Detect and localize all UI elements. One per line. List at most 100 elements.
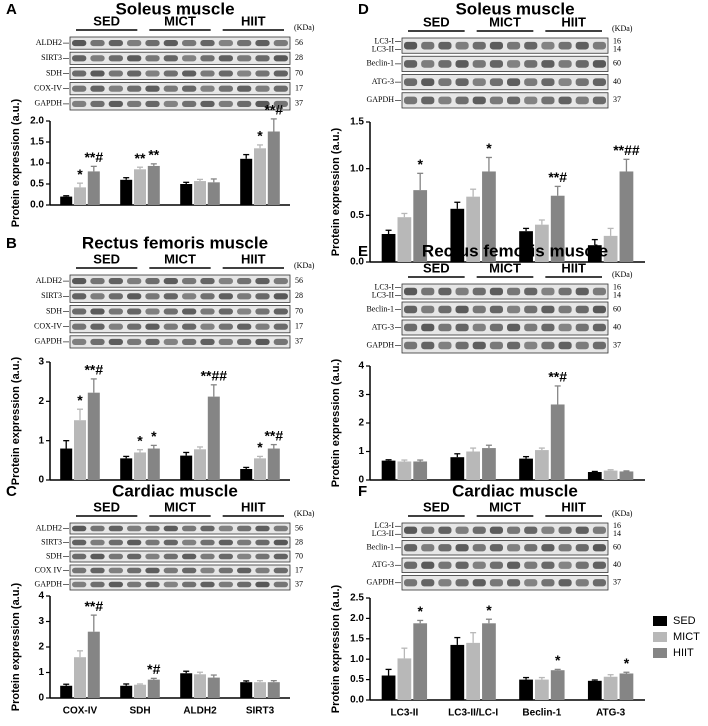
blot-band bbox=[489, 561, 503, 569]
bar bbox=[254, 148, 266, 205]
blot-band bbox=[237, 525, 252, 532]
blot-band bbox=[90, 567, 105, 574]
blot-strip bbox=[401, 283, 609, 300]
bar bbox=[381, 675, 396, 700]
significance-label: **# bbox=[264, 427, 283, 443]
blot-band bbox=[575, 60, 589, 68]
kda-label: 56 bbox=[295, 523, 303, 532]
blot-band bbox=[145, 40, 160, 47]
group-label: HIIT bbox=[561, 499, 586, 514]
blot-band bbox=[404, 96, 418, 105]
bar bbox=[207, 182, 220, 205]
blot-band bbox=[575, 287, 589, 296]
blot-band bbox=[541, 41, 555, 50]
blot-strip bbox=[401, 540, 609, 556]
blot-band bbox=[72, 70, 87, 77]
blot-band bbox=[145, 308, 160, 315]
group-label: SED bbox=[423, 499, 450, 514]
blot-band bbox=[182, 100, 197, 107]
blot-band bbox=[472, 60, 486, 68]
blot-band bbox=[200, 581, 215, 588]
group-label: SED bbox=[423, 260, 450, 275]
blot-band bbox=[273, 308, 288, 315]
blot-strip bbox=[69, 289, 291, 303]
blot-band bbox=[145, 55, 160, 62]
blot-band bbox=[592, 78, 606, 86]
x-tick-label: SDH bbox=[129, 706, 150, 717]
blot-band bbox=[200, 567, 215, 574]
blot-band bbox=[438, 305, 452, 314]
blot-label: LC3-I bbox=[374, 521, 394, 530]
blot-band bbox=[72, 55, 87, 62]
significance-label: **## bbox=[613, 142, 640, 158]
blot-band bbox=[592, 544, 606, 552]
kda-label: 60 bbox=[613, 304, 621, 313]
blot-band bbox=[127, 553, 142, 560]
blot-band bbox=[524, 305, 538, 314]
blot-band bbox=[200, 70, 215, 77]
blot-band bbox=[575, 526, 589, 534]
y-tick-label: 1.5 bbox=[350, 117, 364, 128]
blot-band bbox=[145, 293, 160, 300]
blot-strip bbox=[69, 335, 291, 349]
x-tick-label: ALDH2 bbox=[183, 706, 217, 717]
blot-band bbox=[108, 338, 123, 345]
group-label: MICT bbox=[489, 14, 521, 29]
blot-band bbox=[200, 55, 215, 62]
blot-band bbox=[255, 567, 270, 574]
blot-band bbox=[218, 293, 233, 300]
bar bbox=[603, 470, 618, 480]
blot-band bbox=[489, 579, 503, 587]
blot-band bbox=[455, 579, 469, 587]
blot-label: LC3-II bbox=[372, 44, 395, 53]
blot-band bbox=[421, 287, 435, 296]
blot-strip bbox=[69, 536, 291, 549]
blot-band bbox=[592, 323, 606, 332]
significance-label: * bbox=[417, 156, 423, 172]
blot-band bbox=[558, 96, 572, 105]
blot-band bbox=[455, 544, 469, 552]
group-label: HIIT bbox=[241, 499, 266, 514]
y-tick-label: 0.5 bbox=[350, 210, 364, 221]
panel-letter: D bbox=[358, 1, 369, 18]
group-label: SED bbox=[93, 251, 120, 266]
blot-band bbox=[507, 526, 521, 534]
y-tick-label: 3 bbox=[38, 616, 44, 627]
blot-band bbox=[592, 287, 606, 296]
significance-label: **# bbox=[84, 149, 103, 165]
blot-band bbox=[237, 338, 252, 345]
blot-strip bbox=[401, 37, 609, 54]
blot-band bbox=[163, 323, 178, 330]
y-tick-label: 0.5 bbox=[30, 179, 44, 190]
blot-label: LC3-I bbox=[374, 282, 394, 291]
bar bbox=[120, 685, 133, 698]
bar bbox=[74, 657, 86, 698]
blot-label: GAPDH bbox=[366, 95, 394, 104]
blot-band bbox=[421, 78, 435, 86]
blot-band bbox=[127, 278, 142, 285]
blot-band bbox=[108, 539, 123, 546]
blot-band bbox=[255, 338, 270, 345]
bar bbox=[619, 171, 634, 262]
kda-label: 16 bbox=[613, 36, 621, 45]
blot-band bbox=[541, 78, 555, 86]
blot-band bbox=[455, 526, 469, 534]
blot-band bbox=[472, 41, 486, 50]
blot-band bbox=[507, 287, 521, 296]
blot-band bbox=[108, 85, 123, 92]
blot-band bbox=[438, 579, 452, 587]
significance-label: **# bbox=[548, 169, 567, 185]
bar bbox=[87, 171, 100, 205]
blot-band bbox=[90, 55, 105, 62]
blot-band bbox=[72, 581, 87, 588]
bar bbox=[550, 670, 565, 700]
significance-label: * bbox=[486, 140, 492, 156]
x-tick-label: SIRT3 bbox=[246, 706, 275, 717]
panel-letter: B bbox=[6, 235, 17, 252]
blot-band bbox=[237, 293, 252, 300]
blot-band bbox=[90, 40, 105, 47]
significance-label: * bbox=[624, 655, 630, 671]
blot-band bbox=[558, 41, 572, 50]
bar bbox=[397, 461, 412, 480]
bar bbox=[180, 455, 193, 480]
